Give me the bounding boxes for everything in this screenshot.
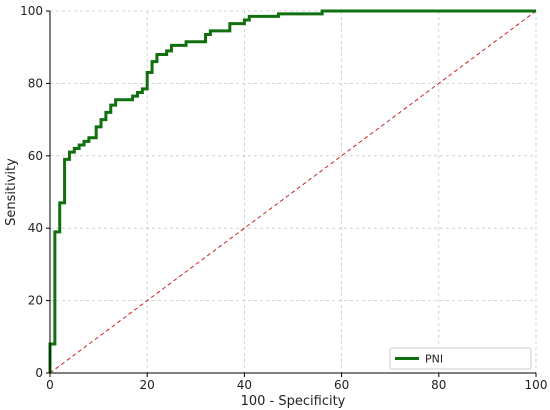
grid [50, 10, 537, 373]
x-tick-label-60: 60 [334, 378, 349, 392]
legend: PNI [389, 347, 532, 370]
legend-box [389, 347, 532, 370]
y-tick-label-0: 0 [35, 366, 43, 380]
y-tick-label-100: 100 [20, 4, 43, 18]
reference-line-layer [49, 10, 537, 374]
x-tick-label-20: 20 [140, 378, 155, 392]
series-line-pni [48, 9, 536, 373]
reference-diagonal-line [49, 10, 537, 374]
y-tick-label-20: 20 [28, 294, 43, 308]
axes [49, 11, 536, 374]
ticks: 0 20 40 60 80 100 0 20 40 60 80 100 [20, 4, 547, 392]
y-tick-label-80: 80 [28, 76, 43, 90]
y-tick-label-40: 40 [28, 221, 43, 235]
x-tick-label-100: 100 [525, 378, 548, 392]
x-tick-label-80: 80 [431, 378, 446, 392]
y-tick-label-60: 60 [28, 149, 43, 163]
x-tick-label-0: 0 [46, 378, 54, 392]
x-axis-label: 100 - Specificity [241, 394, 346, 409]
series-layer [48, 9, 536, 373]
legend-label-pni: PNI [425, 353, 443, 366]
y-axis-label: Sensitivity [4, 158, 19, 226]
x-tick-label-40: 40 [237, 378, 252, 392]
